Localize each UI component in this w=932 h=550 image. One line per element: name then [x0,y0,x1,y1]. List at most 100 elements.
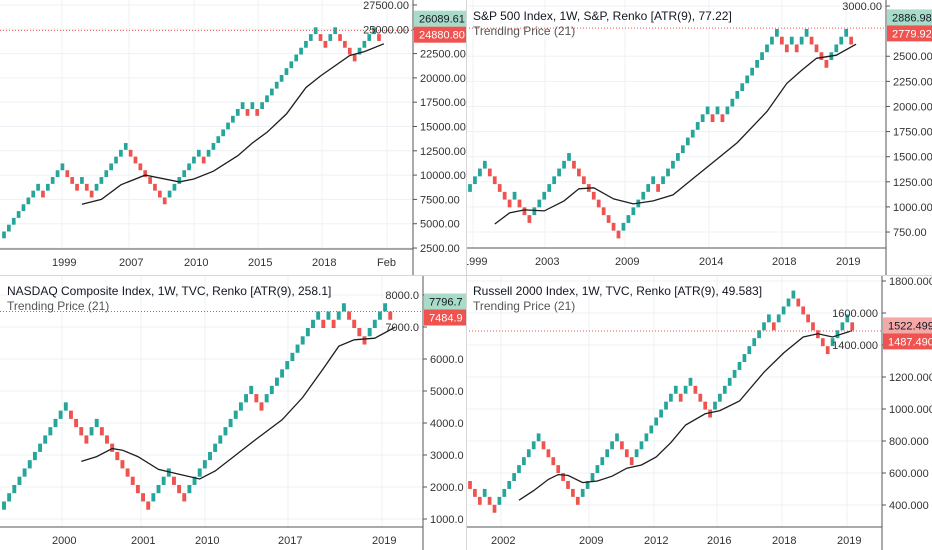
renko-brick-up [260,102,264,109]
y-tick-label: 1600.000 [832,308,878,320]
renko-brick-up [605,449,610,458]
renko-brick-down [566,481,570,489]
x-tick-label: 2009 [579,535,603,547]
chart-title: NASDAQ Composite Index, 1W, TVC, Renko [… [7,284,332,298]
renko-brick-up [580,488,585,497]
renko-brick-down [850,322,855,331]
x-tick-label: 2012 [644,535,668,547]
y-tick-label: 8000.0 [385,290,419,302]
renko-brick-up [845,314,850,323]
renko-brick-up [233,410,238,419]
renko-brick-up [231,115,235,123]
x-tick-label: 2010 [195,535,219,547]
y-tick-label: 800.000 [889,436,929,448]
renko-brick-up [526,449,531,458]
y-tick-label: 7000.0 [385,322,419,334]
renko-brick-down [708,409,712,418]
renko-brick-down [801,306,806,315]
renko-brick-up [202,460,207,469]
chart-svg[interactable]: 1000.0 2000.0 3000.0 4000.0 5000.0 6000.0 7000… [0,275,466,550]
renko-brick-up [177,177,182,184]
chart-panel-dow[interactable]: 2500.00 5000.00 7500.00 10000.00 12500.00 150… [0,0,466,275]
trend-price-label: 24880.80 [419,30,465,42]
renko-brick-up [336,311,341,320]
renko-brick-down [487,496,492,505]
chart-panel-russell[interactable]: 400.000 600.000 800.000 1000.000 1200.000 140… [466,275,932,550]
renko-brick-up [36,183,40,191]
renko-brick-down [146,501,151,510]
panel-divider [0,275,932,276]
renko-brick-up [752,338,757,347]
renko-brick-down [162,197,167,205]
renko-brick-down [477,496,482,505]
renko-brick-down [321,319,326,329]
trending-price-line [518,329,853,501]
renko-brick-down [115,451,120,461]
y-tick-label: 600.000 [889,468,929,480]
renko-brick-up [274,81,279,89]
renko-brick-down [487,168,492,177]
renko-brick-up [680,145,685,154]
renko-brick-up [683,385,688,394]
renko-brick-up [114,156,118,164]
chart-legend: Russell 2000 Index, 1W, TVC, Renko [ATR(… [473,284,762,314]
renko-brick-down [338,34,342,41]
renko-brick-up [502,488,507,497]
renko-brick-up [715,106,720,115]
x-tick-label: 2017 [278,535,302,547]
renko-brick-down [825,346,830,355]
renko-brick-down [820,338,825,347]
renko-brick-up [634,449,639,458]
chart-svg[interactable]: 400.000 600.000 800.000 1000.000 1200.000 140… [466,275,932,550]
y-tick-label: 1500.00 [893,152,932,164]
chart-legend: NASDAQ Composite Index, 1W, TVC, Renko [… [7,284,331,314]
renko-brick-up [542,191,547,200]
chart-panel-sp500[interactable]: 750.00 1000.00 1250.00 1500.00 1750.00 2000.0… [466,0,932,275]
chart-svg[interactable]: 2500.00 5000.00 7500.00 10000.00 12500.00 150… [0,0,466,275]
renko-brick-up [299,47,303,55]
y-tick-label: 750.00 [893,227,927,239]
y-tick-label: 1200.000 [889,372,932,384]
y-tick-label: 17500.00 [420,97,466,109]
renko-brick-up [372,27,376,35]
renko-brick-down [255,108,260,116]
renko-brick-up [835,330,840,339]
renko-brick-down [710,114,715,123]
renko-brick-up [27,460,32,469]
renko-brick-down [75,183,79,191]
renko-brick-up [646,184,651,192]
chart-title: Russell 2000 Index, 1W, TVC, Renko [ATR(… [473,284,763,298]
y-tick-label: 2500.00 [893,51,932,63]
renko-brick-up [304,40,308,48]
renko-brick-up [522,457,526,466]
renko-brick-down [551,457,556,466]
renko-brick-down [517,199,522,208]
renko-brick-down [497,184,502,192]
renko-brick-up [274,377,279,386]
renko-brick-up [326,311,331,320]
renko-brick-up [240,102,245,109]
renko-brick-up [750,67,755,76]
y-tick-label: 22500.00 [420,49,466,61]
renko-brick-down [581,176,586,185]
renko-brick-up [661,176,665,185]
last-price-badge [424,293,466,310]
chart-panel-nasdaq[interactable]: 1000.0 2000.0 3000.0 4000.0 5000.0 6000.0 7000… [0,275,466,550]
chart-svg[interactable]: 750.00 1000.00 1250.00 1500.00 1750.00 2000.0… [466,0,932,275]
renko-brick-up [367,34,372,41]
renko-brick-up [109,163,113,171]
renko-brick-up [31,190,36,198]
renko-brick-up [664,401,668,410]
renko-brick-down [141,493,146,502]
renko-brick-down [259,402,264,411]
renko-brick-up [781,306,786,315]
renko-brick-up [531,441,536,450]
renko-brick-up [2,501,6,510]
x-tick-label: 2019 [836,256,860,268]
renko-brick-up [654,417,659,426]
chart-legend: S&P 500 Index, 1W, S&P, Renko [ATR(9), 7… [473,9,732,39]
renko-brick-up [757,330,761,339]
renko-brick-up [208,451,212,461]
renko-brick-up [688,377,693,386]
x-tick-label: 2010 [184,257,208,269]
